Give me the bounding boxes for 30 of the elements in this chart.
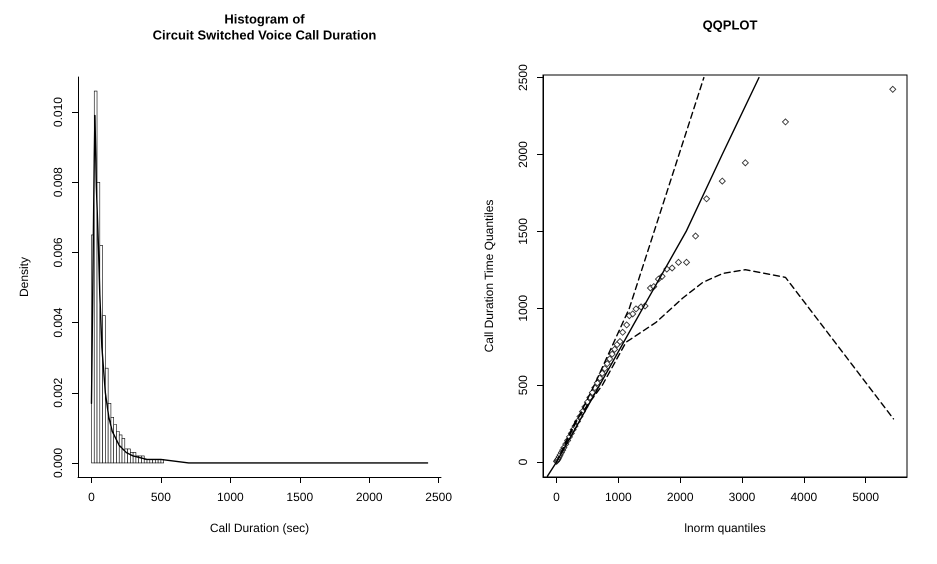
y-tick-label: 0 — [516, 458, 530, 466]
y-tick-label: 2000 — [516, 140, 530, 168]
x-axis-title: lnorm quantiles — [684, 521, 766, 535]
chart-title: Histogram of Circuit Switched Voice Call Duration — [152, 12, 376, 42]
x-tick-label: 2500 — [425, 490, 452, 504]
y-tick-label: 0.010 — [51, 96, 65, 128]
y-tick-label: 1500 — [516, 218, 530, 245]
x-tick-label: 1000 — [604, 490, 632, 504]
y-axis-title: Density — [17, 256, 31, 298]
x-tick-label: 1500 — [286, 490, 314, 504]
y-tick-label: 0.000 — [51, 448, 65, 478]
y-tick-label: 2500 — [516, 64, 530, 91]
x-tick-label: 0 — [553, 490, 560, 504]
y-tick-label: 1000 — [516, 294, 530, 322]
x-tick-label: 2000 — [356, 490, 383, 504]
chart-title: QQPLOT — [702, 18, 758, 32]
y-tick-label: 500 — [516, 374, 530, 396]
x-tick-label: 0 — [88, 490, 96, 504]
x-axis-title: Call Duration (sec) — [210, 521, 310, 535]
x-tick-label: 500 — [150, 490, 172, 504]
y-axis-title: Call Duration Time Quantiles — [482, 200, 496, 352]
x-tick-label: 5000 — [852, 490, 880, 504]
x-tick-label: 3000 — [728, 490, 756, 504]
y-tick-label: 0.006 — [51, 237, 65, 268]
x-tick-label: 2000 — [666, 490, 694, 504]
x-tick-label: 4000 — [790, 490, 818, 504]
x-tick-label: 1000 — [216, 490, 244, 504]
y-tick-label: 0.004 — [51, 307, 65, 338]
y-tick-label: 0.002 — [51, 377, 65, 408]
y-tick-label: 0.008 — [51, 166, 65, 198]
